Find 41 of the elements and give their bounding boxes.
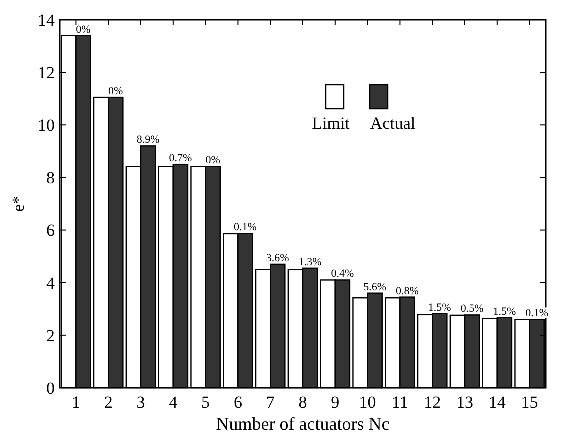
x-tick-label: 5 bbox=[202, 393, 210, 412]
y-tick-label: 4 bbox=[46, 274, 56, 293]
x-tick-label: 3 bbox=[136, 393, 146, 412]
x-tick-label: 11 bbox=[392, 393, 408, 412]
annotation: 1.5% bbox=[428, 302, 452, 314]
x-tick-label: 10 bbox=[359, 393, 376, 412]
annotation: 3.6% bbox=[266, 252, 290, 264]
x-tick-label: 13 bbox=[456, 393, 474, 412]
x-tick-label: 6 bbox=[234, 393, 242, 412]
annotation: 1.5% bbox=[493, 306, 516, 318]
y-tick-label: 2 bbox=[46, 326, 55, 346]
y-tick-label: 0 bbox=[46, 378, 55, 398]
legend-label: Actual bbox=[370, 114, 416, 133]
y-tick-label: 6 bbox=[46, 221, 55, 240]
x-tick-label: 8 bbox=[298, 393, 308, 412]
legend-label: Limit bbox=[312, 114, 350, 133]
annotation: 1.3% bbox=[298, 256, 322, 268]
x-tick-label: 7 bbox=[266, 393, 276, 412]
y-axis-title: e* bbox=[9, 196, 28, 212]
annotation: 0% bbox=[206, 154, 220, 167]
annotation: 0% bbox=[108, 86, 124, 98]
annotation: 0.7% bbox=[169, 152, 192, 165]
annotation: 0.1% bbox=[234, 222, 257, 234]
annotation: 0.5% bbox=[460, 303, 484, 316]
y-tick-label: 8 bbox=[46, 168, 55, 188]
x-tick-label: 9 bbox=[331, 393, 340, 412]
annotation: 5.6% bbox=[364, 281, 387, 294]
y-tick-label: 10 bbox=[38, 116, 55, 136]
x-tick-label: 12 bbox=[424, 393, 442, 412]
x-axis-title: Number of actuators Nc bbox=[216, 414, 390, 434]
y-tick-label: 12 bbox=[38, 64, 55, 83]
x-tick-label: 15 bbox=[521, 393, 538, 412]
annotation: 0% bbox=[76, 24, 91, 36]
x-tick-label: 2 bbox=[104, 393, 113, 412]
y-tick-label: 14 bbox=[38, 10, 56, 30]
annotation: 0.8% bbox=[396, 285, 419, 298]
annotation: 8.9% bbox=[136, 134, 160, 146]
annotation: 0.4% bbox=[331, 268, 354, 280]
x-tick-label: 14 bbox=[488, 393, 506, 412]
x-tick-label: 1 bbox=[72, 393, 80, 412]
x-tick-label: 4 bbox=[169, 393, 178, 412]
